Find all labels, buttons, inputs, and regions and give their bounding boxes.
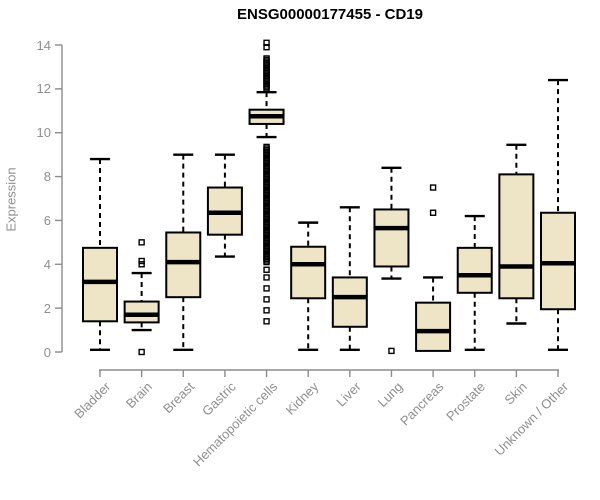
box-rect — [373, 208, 410, 268]
box-rect — [123, 300, 160, 324]
outlier-point — [138, 257, 145, 265]
outlier-point — [263, 143, 270, 151]
y-tick-label: 0 — [43, 344, 51, 360]
y-tick-label: 14 — [36, 37, 51, 53]
y-tick-label: 2 — [43, 300, 51, 316]
y-tick-label: 12 — [36, 81, 51, 97]
box-rect — [415, 301, 452, 352]
outlier-point — [263, 55, 270, 62]
y-tick-label: 6 — [43, 212, 51, 228]
outlier-point — [263, 43, 270, 51]
outlier-point — [263, 285, 270, 292]
outlier-point — [138, 261, 145, 268]
outlier-point — [429, 209, 437, 216]
box-rect — [456, 246, 493, 294]
y-tick-label: 10 — [36, 125, 51, 141]
box-rect — [498, 173, 535, 300]
box-rect — [331, 276, 368, 328]
outlier-point — [263, 318, 270, 325]
outlier-point — [388, 347, 395, 355]
box-rect — [165, 231, 202, 299]
chart-title: ENSG00000177455 - CD19 — [237, 6, 423, 23]
outlier-point — [263, 274, 270, 281]
box-rect — [82, 246, 118, 323]
outlier-point — [429, 184, 437, 191]
outlier-point — [138, 239, 145, 246]
outlier-point — [263, 266, 270, 273]
outlier-point — [263, 296, 270, 303]
box-rect — [290, 245, 327, 300]
y-tick-label: 8 — [43, 169, 51, 185]
outlier-point — [138, 348, 145, 356]
y-tick-label: 4 — [43, 256, 51, 272]
outlier-point — [263, 307, 270, 314]
